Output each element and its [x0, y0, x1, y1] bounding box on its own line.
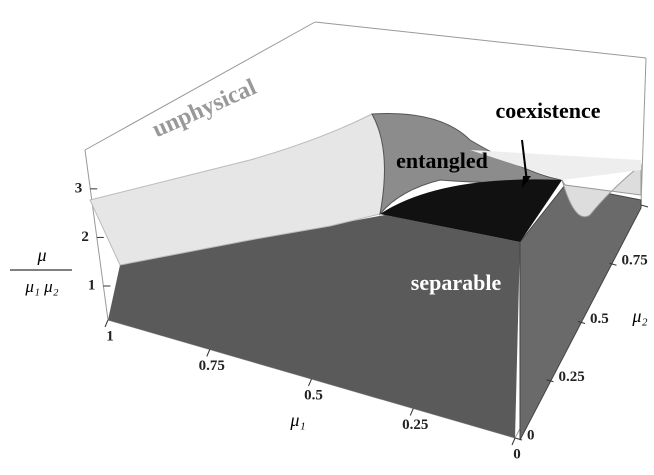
box-edge — [640, 57, 647, 206]
x-tick-label: 0.75 — [199, 358, 225, 374]
box-edge — [84, 21, 316, 151]
surface — [89, 113, 642, 441]
y-tick — [546, 379, 554, 383]
z-axis-denominator: μ₁ μ₂ — [24, 277, 58, 296]
y-tick-label: 0.75 — [622, 253, 648, 269]
y-tick — [640, 204, 649, 208]
y-tick-label: 0.25 — [559, 369, 585, 385]
x-tick-label: 0.5 — [304, 387, 323, 403]
y-tick — [514, 437, 523, 441]
box-edge — [84, 149, 109, 321]
x-tick-label: 0 — [513, 446, 521, 462]
z-tick-label: 2 — [81, 229, 89, 245]
z-tick-label: 3 — [75, 180, 83, 196]
y-tick — [609, 262, 617, 266]
arrow-head — [522, 176, 531, 188]
cut-face — [519, 184, 642, 441]
separable-floor — [108, 215, 520, 438]
x-axis-label: μ₁ — [289, 410, 305, 430]
region-label: entangled — [396, 148, 488, 173]
region-label: coexistence — [495, 98, 600, 123]
surface-flat — [470, 150, 641, 180]
x-tick — [308, 378, 312, 387]
x-tick-label: 0.25 — [402, 417, 428, 433]
y-axis-label: μ₂ — [631, 306, 647, 326]
x-tick — [206, 349, 211, 357]
box-edge — [314, 21, 647, 59]
x-tick-label: 1 — [106, 328, 114, 344]
region-label: separable — [411, 270, 502, 295]
z-axis-numerator: μ — [36, 245, 46, 265]
y-tick — [577, 321, 586, 324]
coexistence-sheet — [380, 179, 562, 242]
y-tick-label: 0.5 — [590, 311, 609, 327]
region-label: unphysical — [149, 74, 261, 143]
annotation-arrow — [521, 139, 528, 183]
x-tick — [409, 408, 414, 416]
y-tick-label: 0 — [527, 427, 535, 443]
z-tick-label: 1 — [88, 277, 96, 293]
x-tick — [104, 319, 109, 328]
x-tick — [511, 437, 516, 446]
